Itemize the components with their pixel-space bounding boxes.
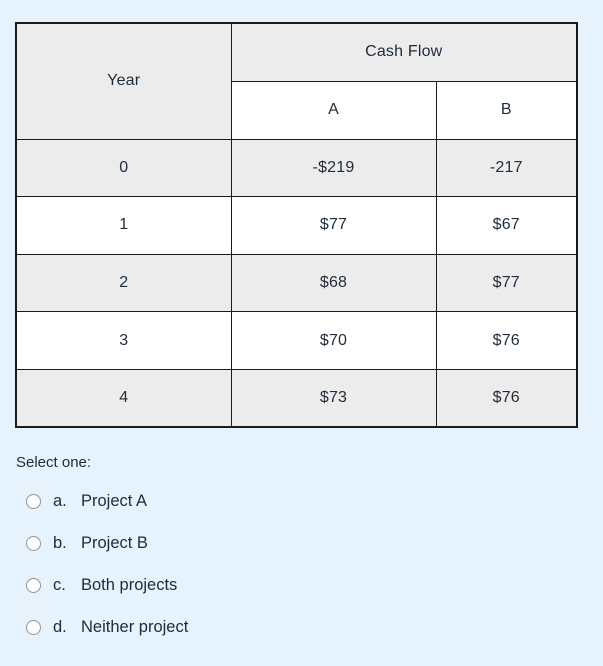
project-b-cell: $77 — [435, 253, 578, 313]
option-label[interactable]: Both projects — [81, 576, 178, 595]
option-letter: b. — [53, 534, 67, 553]
radio-button-b[interactable] — [26, 536, 41, 552]
year-cell: 4 — [15, 368, 232, 428]
option-letter: d. — [53, 618, 67, 637]
year-cell: 0 — [15, 138, 232, 198]
radio-button-c[interactable] — [26, 578, 41, 594]
cash-flow-table: Year Cash Flow A B 0 -$219 -217 1 $77 $6… — [15, 22, 579, 428]
option-letter: a. — [53, 492, 67, 511]
table-row: 4 $73 $76 — [15, 368, 578, 428]
table-row: 1 $77 $67 — [15, 196, 578, 255]
project-a-cell: $70 — [230, 311, 437, 370]
project-b-cell: $67 — [435, 196, 578, 255]
project-a-cell: $68 — [230, 253, 437, 313]
select-one-prompt: Select one: — [16, 453, 92, 471]
project-a-cell: $77 — [230, 196, 437, 255]
table-row: 2 $68 $77 — [15, 253, 578, 313]
year-cell: 3 — [15, 311, 232, 370]
option-label[interactable]: Project B — [81, 534, 148, 553]
table-row: 3 $70 $76 — [15, 311, 578, 370]
answer-option-a[interactable]: a. Project A — [26, 492, 603, 512]
answer-option-d[interactable]: d. Neither project — [26, 618, 603, 638]
project-a-header-cell: A — [230, 80, 437, 140]
project-b-cell: $76 — [435, 311, 578, 370]
question-content: Year Cash Flow A B 0 -$219 -217 1 $77 $6… — [15, 22, 603, 638]
year-cell: 1 — [15, 196, 232, 255]
project-b-cell: -217 — [435, 138, 578, 198]
option-letter: c. — [53, 576, 66, 595]
answer-option-c[interactable]: c. Both projects — [26, 576, 603, 596]
option-label[interactable]: Neither project — [81, 618, 189, 637]
year-cell: 2 — [15, 253, 232, 313]
answer-options: a. Project A b. Project B c. Both projec… — [15, 492, 603, 638]
cash-flow-header-cell: Cash Flow — [230, 22, 578, 82]
table-row: 0 -$219 -217 — [15, 138, 578, 198]
answer-option-b[interactable]: b. Project B — [26, 534, 603, 554]
project-b-cell: $76 — [435, 368, 578, 428]
year-header-cell: Year — [15, 22, 232, 140]
project-a-cell: $73 — [230, 368, 437, 428]
option-label[interactable]: Project A — [81, 492, 148, 511]
project-b-header-cell: B — [435, 80, 578, 140]
project-a-cell: -$219 — [230, 138, 437, 198]
radio-button-a[interactable] — [26, 494, 41, 510]
radio-button-d[interactable] — [26, 620, 41, 636]
